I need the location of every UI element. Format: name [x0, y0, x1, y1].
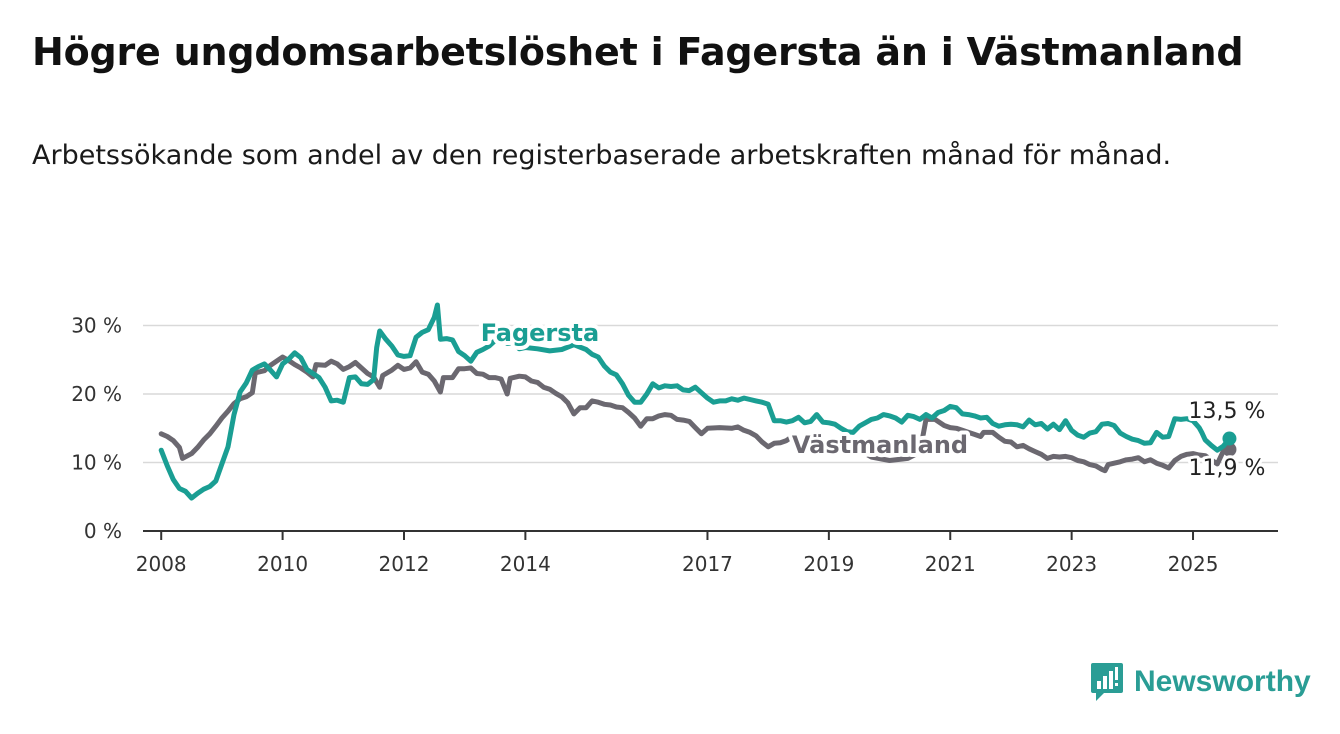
brand-name: Newsworthy [1134, 665, 1311, 698]
series-name-v-stmanland: Västmanland [792, 431, 968, 459]
y-tick-label: 10 % [71, 451, 122, 475]
x-tick-label: 2021 [925, 552, 976, 576]
y-tick-label: 0 % [84, 519, 122, 543]
x-axis: 2008 2010 2012 2014 2017 2019 2021 2023 2025 [136, 530, 1278, 576]
x-tick-label: 2023 [1046, 552, 1097, 576]
x-tick-label: 2010 [257, 552, 308, 576]
series-end-dot-fagersta [1222, 431, 1237, 446]
x-tick-label: 2025 [1168, 552, 1219, 576]
end-value-label-fagersta: 13,5 % [1189, 399, 1266, 424]
series-group [158, 302, 1237, 501]
chart-title: Högre ungdomsarbetslöshet i Fagersta än … [32, 30, 1244, 74]
series-name-fagersta: Fagersta [481, 319, 599, 347]
end-value-halo-v-stmanland: 11,9 % [1189, 456, 1266, 481]
y-axis: 0 % 10 % 20 % 30 % [71, 314, 122, 543]
brand-logo: Newsworthy [1090, 660, 1311, 704]
y-tick-label: 20 % [71, 382, 122, 406]
x-tick-label: 2019 [803, 552, 854, 576]
end-value-label-v-stmanland: 11,9 % [1189, 456, 1266, 481]
series-labels: FagerstaFagerstaVästmanlandVästmanland13… [477, 315, 1269, 484]
end-value-halo-fagersta: 13,5 % [1189, 399, 1266, 424]
series-line-fagersta [158, 302, 1232, 501]
y-tick-label: 30 % [71, 314, 122, 338]
series-name-halo-fagersta: Fagersta [481, 319, 599, 347]
x-tick-label: 2012 [379, 552, 430, 576]
chart-subtitle: Arbetssökande som andel av den registerb… [32, 140, 1172, 171]
x-tick-label: 2017 [682, 552, 733, 576]
newsworthy-logo-icon [1091, 663, 1123, 701]
series-name-halo-v-stmanland: Västmanland [792, 431, 968, 459]
x-tick-label: 2014 [500, 552, 551, 576]
series-line-v-stmanland [158, 354, 1232, 474]
x-tick-label: 2008 [136, 552, 187, 576]
grid [143, 324, 1278, 464]
